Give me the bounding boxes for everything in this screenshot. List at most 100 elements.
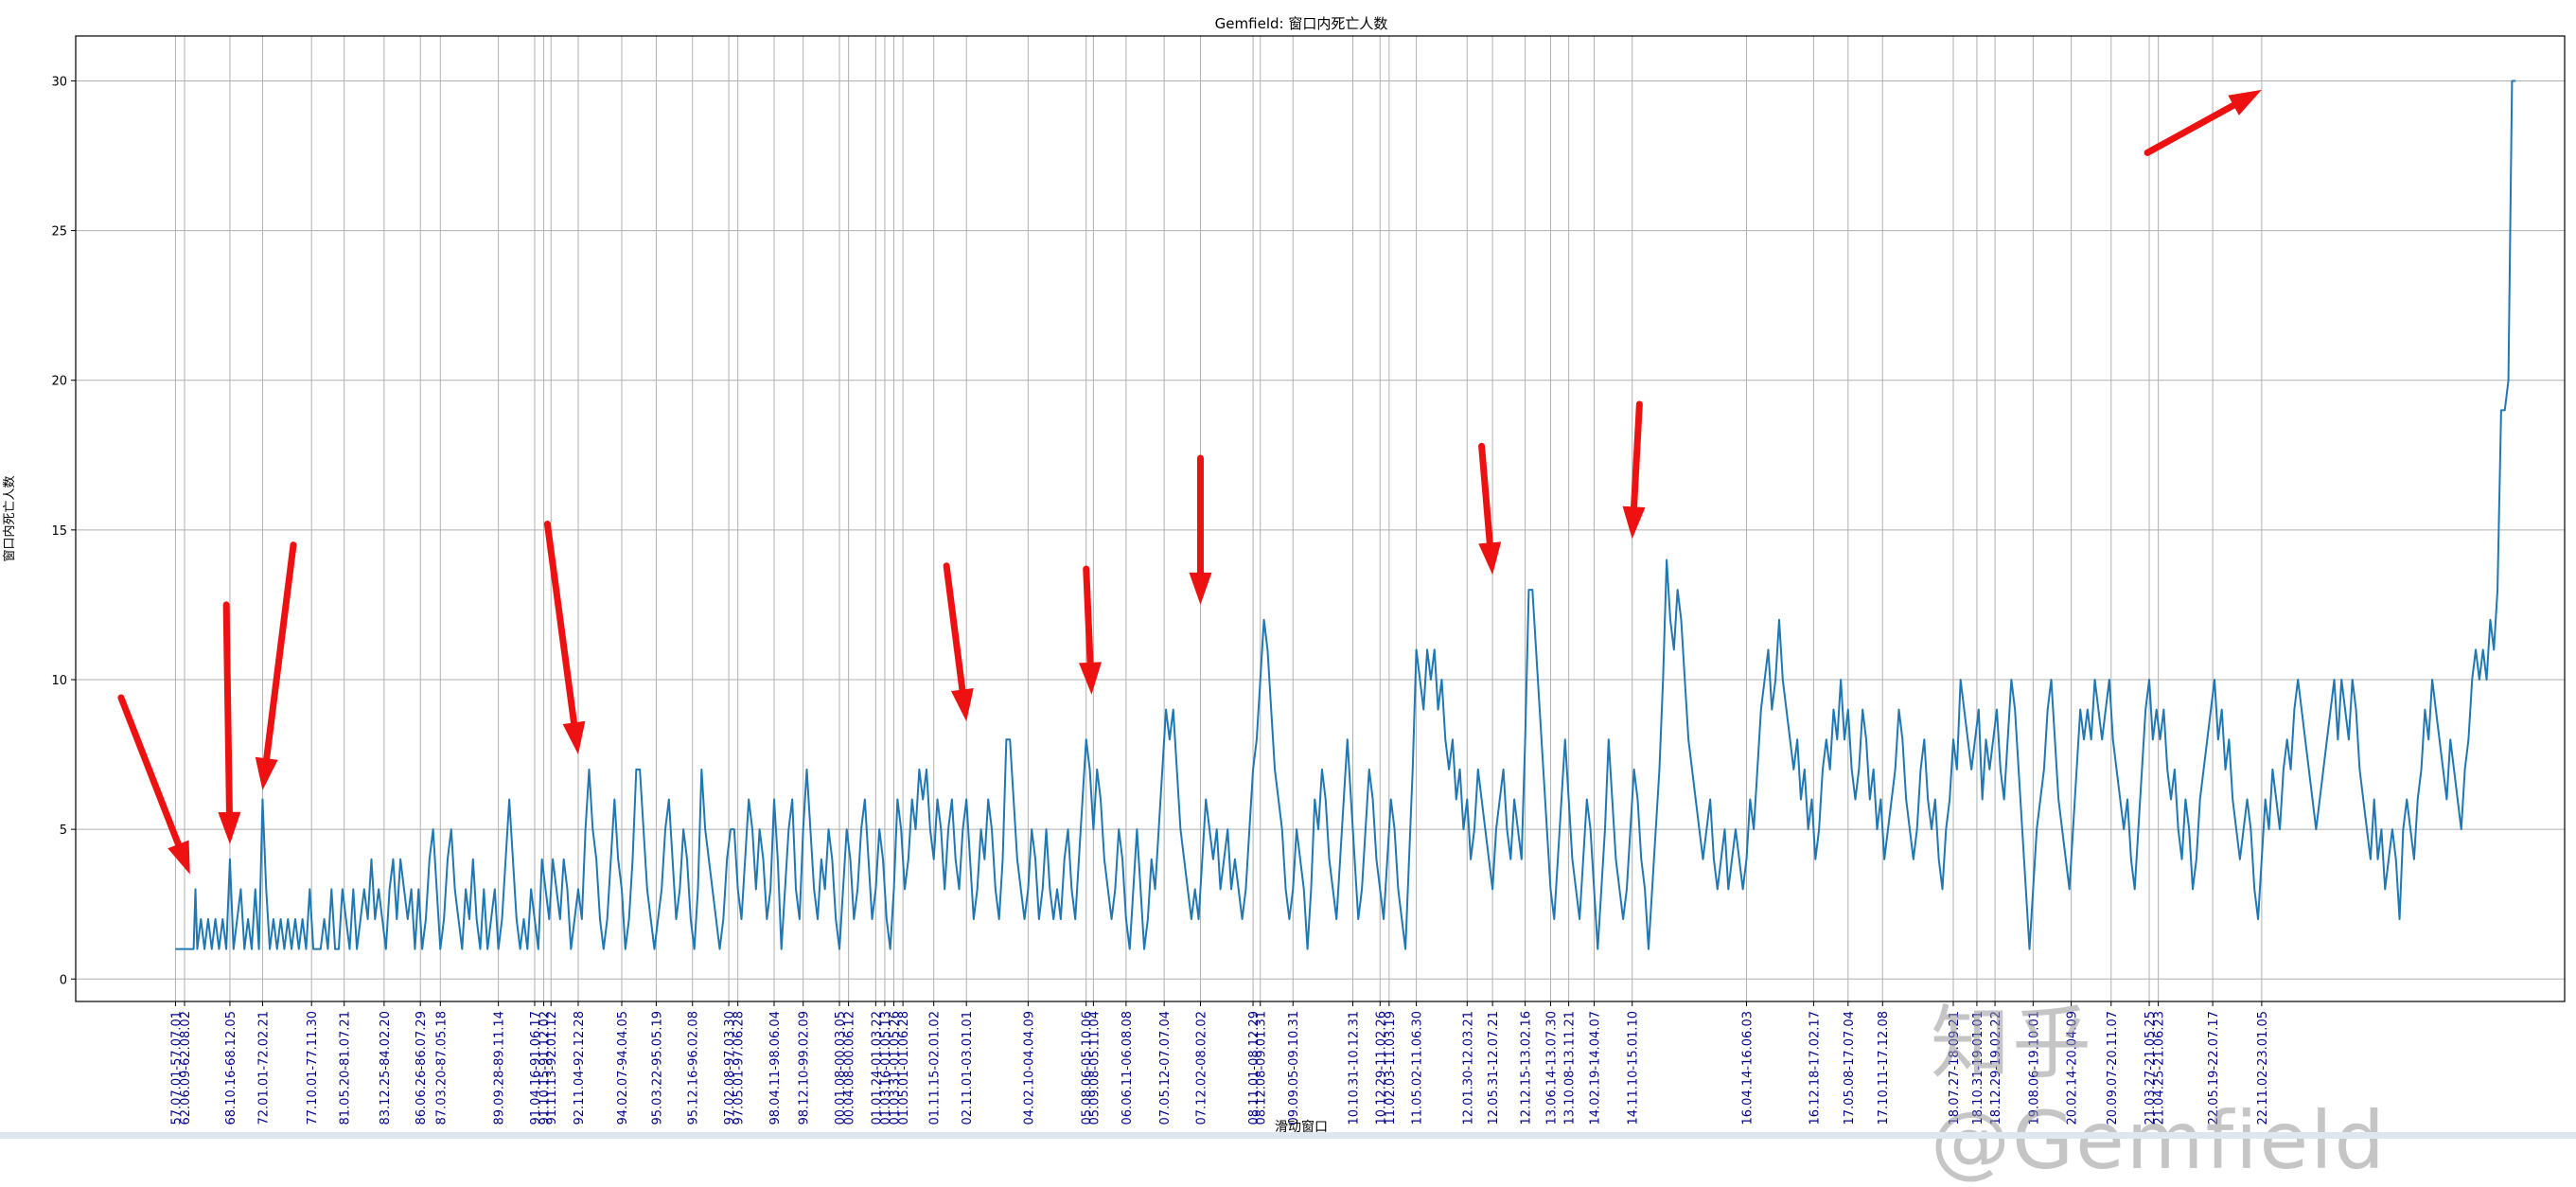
x-tick-label: 77.10.01-77.11.30: [306, 1011, 320, 1125]
arrow-shaft: [943, 562, 966, 694]
x-tick-label: 92.11.04-92.12.28: [573, 1011, 587, 1125]
arrow-head: [562, 720, 586, 755]
x-tick-label: 17.05.08-17.07.04: [1843, 1011, 1857, 1125]
x-tick-label: 20.09.07-20.11.07: [2106, 1011, 2120, 1125]
x-tick-label: 14.02.19-14.04.07: [1588, 1011, 1602, 1125]
x-tick-label: 01.03.16-01.05.13: [879, 1011, 893, 1125]
x-tick-label: 17.10.11-17.12.08: [1877, 1011, 1891, 1125]
annotation-arrow: [218, 601, 241, 844]
x-tick-label: 87.03.20-87.05.18: [434, 1011, 449, 1125]
arrow-head: [1478, 541, 1502, 576]
arrow-shaft: [2144, 101, 2237, 156]
x-tick-label: 04.02.10-04.04.09: [1022, 1011, 1036, 1125]
x-tick-label: 97.05.01-97.06.28: [732, 1011, 747, 1125]
y-tick-label: 25: [51, 225, 67, 239]
arrow-head: [218, 811, 241, 844]
x-tick-label: 10.10.31-10.12.31: [1348, 1011, 1362, 1125]
arrow-shaft: [1478, 442, 1493, 546]
x-tick-label: 14.11.10-15.01.10: [1627, 1011, 1641, 1125]
annotation-arrow: [2144, 89, 2262, 156]
annotation-arrow: [1189, 454, 1212, 605]
grid-layer: [76, 36, 2565, 1001]
x-tick-label: 95.03.22-95.05.19: [650, 1011, 664, 1125]
y-tick-label: 20: [51, 375, 67, 389]
annotation-arrows: [117, 89, 2262, 875]
series-line: [175, 80, 2516, 950]
x-tick-label: 19.08.06-19.10.01: [2027, 1011, 2041, 1125]
x-tick-label: 57.07.01-57.07.01: [169, 1011, 184, 1125]
y-axis-label: 窗口内死亡人数: [2, 475, 17, 561]
x-tick-label: 12.01.30-12.03.21: [1461, 1011, 1475, 1125]
annotation-arrow: [1079, 565, 1102, 695]
series-layer: [175, 80, 2516, 950]
arrow-shaft: [222, 601, 233, 816]
x-tick-label: 18.07.27-18.09.21: [1948, 1011, 1962, 1125]
chart-title: Gemfield: 窗口内死亡人数: [1215, 15, 1388, 32]
arrow-head: [1189, 572, 1212, 605]
x-tick-label: 97.02.08-97.03.30: [723, 1011, 737, 1125]
x-tick-label: 01.01.24-01.03.22: [870, 1011, 884, 1125]
x-tick-label: 22.11.02-23.01.05: [2256, 1011, 2270, 1125]
x-tick-label: 11.02.03-11.03.19: [1384, 1011, 1398, 1125]
y-tick-label: 30: [51, 75, 67, 89]
x-tick-label: 68.10.16-68.12.05: [224, 1011, 238, 1125]
x-tick-label: 21.03.27-21.05.25: [2144, 1011, 2158, 1125]
x-tick-label: 95.12.16-96.02.08: [687, 1011, 701, 1125]
x-tick-label: 98.12.10-99.02.09: [798, 1011, 812, 1125]
x-tick-label: 62.06.09-62.08.02: [179, 1011, 193, 1125]
x-tick-label: 05.08.06-05.10.06: [1081, 1011, 1095, 1125]
x-tick-label: 01.03.31-01.05.26: [889, 1011, 903, 1125]
x-tick-label: 00.01.08-00.03.05: [834, 1011, 848, 1125]
annotation-arrow: [1478, 442, 1502, 576]
x-tick-label: 11.05.02-11.06.30: [1411, 1011, 1425, 1125]
y-tick-label: 10: [51, 674, 67, 688]
x-tick-label: 20.02.14-20.04.09: [2066, 1011, 2080, 1125]
x-tick-label: 91.04.16-91.06.17: [529, 1011, 543, 1125]
y-tick-label: 15: [51, 524, 67, 539]
x-tick-label: 09.09.05-09.10.31: [1287, 1011, 1301, 1125]
x-tick-label: 83.12.25-84.02.20: [379, 1011, 393, 1125]
arrow-shaft: [543, 521, 577, 726]
watermark: 知乎 @Gemfield: [1931, 997, 2387, 1187]
arrow-shaft: [1631, 400, 1643, 510]
x-tick-label: 10.12.29-11.02.26: [1374, 1011, 1388, 1125]
x-tick-label: 22.05.19-22.07.17: [2207, 1011, 2221, 1125]
x-tick-label: 18.12.29-19.02.22: [1989, 1011, 2003, 1125]
x-tick-label: 21.04.25-21.06.23: [2153, 1011, 2167, 1125]
arrow-shaft: [1083, 565, 1094, 666]
x-tick-label: 16.12.18-17.02.17: [1808, 1011, 1822, 1125]
x-tick-label: 13.10.08-13.11.21: [1563, 1011, 1578, 1125]
annotation-arrow: [1622, 400, 1646, 540]
chart-root: 57.07.01-57.07.01 62.06.09-62.08.02 68.10.…: [0, 15, 2576, 1187]
x-tick-label: 08.12.08-09.01.31: [1255, 1011, 1269, 1125]
y-tick-label: 5: [60, 824, 67, 838]
x-tick-label: 08.11.01-08.12.29: [1247, 1011, 1262, 1125]
x-tick-label: 01.11.15-02.01.02: [928, 1011, 943, 1125]
x-tick-label: 18.10.31-19.01.01: [1971, 1011, 1985, 1125]
x-tick-label: 12.05.31-12.07.21: [1487, 1011, 1501, 1125]
x-tick-label: 72.01.01-72.02.21: [256, 1011, 271, 1125]
x-tick-label: 05.09.08-05.11.04: [1087, 1011, 1102, 1125]
x-tick-label: 12.12.15-13.02.16: [1520, 1011, 1534, 1125]
arrow-shaft: [117, 694, 182, 848]
x-tick-label: 13.06.14-13.07.30: [1544, 1011, 1559, 1125]
x-tick-label: 98.04.11-98.06.04: [768, 1011, 783, 1125]
x-tick-label: 00.04.08-00.06.12: [843, 1011, 857, 1125]
arrow-head: [1622, 505, 1646, 540]
y-tick-label: 0: [60, 973, 67, 987]
x-tick-label: 01.05.01-01.06.28: [897, 1011, 911, 1125]
annotation-arrow: [255, 541, 297, 791]
x-tick-label: 02.11.01-03.01.01: [961, 1011, 975, 1125]
arrow-head: [1079, 662, 1102, 695]
plot-frame: [75, 35, 2566, 1002]
x-tick-label: 16.04.14-16.06.03: [1740, 1011, 1755, 1125]
arrow-head: [168, 840, 190, 875]
x-tick-label: 81.05.20-81.07.21: [339, 1011, 353, 1125]
arrow-head: [2228, 89, 2262, 115]
x-axis-label: 滑动窗口: [1275, 1119, 1328, 1135]
x-tick-label: 06.06.11-06.08.08: [1120, 1011, 1135, 1125]
arrow-head: [950, 688, 974, 722]
x-tick-label: 07.05.12-07.07.04: [1158, 1011, 1173, 1125]
